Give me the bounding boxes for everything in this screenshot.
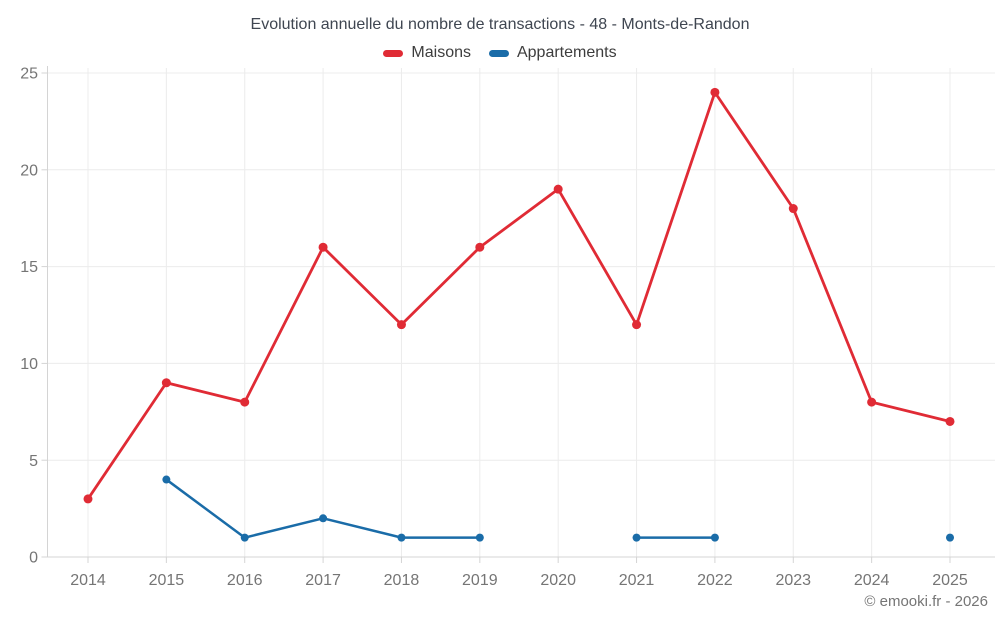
data-point-maisons-2018[interactable] [396,320,406,330]
y-tick-label: 25 [20,66,38,83]
x-tick-label: 2025 [932,572,968,589]
y-axis-labels: 0 5 10 15 20 25 [20,66,38,567]
x-axis-labels: 2014 2015 2016 2017 2018 2019 2020 2021 2022 2023… [70,572,968,589]
data-point-maisons-2015[interactable] [161,378,171,388]
data-point-appartements-2016[interactable] [240,533,249,542]
data-point-maisons-2025[interactable] [945,416,955,426]
series-maisons [83,87,955,504]
data-point-maisons-2022[interactable] [710,87,720,97]
y-tick-label: 0 [29,550,38,567]
series-appartements [162,475,954,542]
copyright-footer: © emooki.fr - 2026 [864,593,988,610]
data-point-appartements-2019[interactable] [475,533,484,542]
data-point-maisons-2020[interactable] [553,184,563,194]
legend-label-maisons: Maisons [411,44,471,61]
data-point-appartements-2021[interactable] [632,533,641,542]
gridlines [47,68,995,557]
data-point-appartements-2017[interactable] [319,514,328,523]
y-tick-label: 15 [20,259,38,276]
data-point-maisons-2023[interactable] [788,204,798,214]
data-point-maisons-2019[interactable] [475,242,485,252]
y-tick-label: 20 [20,162,38,179]
x-tick-label: 2018 [384,572,420,589]
legend-swatch-appartements [488,49,509,57]
data-point-maisons-2021[interactable] [632,320,642,330]
data-point-appartements-2018[interactable] [397,533,406,542]
data-point-maisons-2017[interactable] [318,242,328,252]
legend-item-appartements[interactable]: Appartements [488,44,617,62]
data-point-appartements-2022[interactable] [710,533,719,542]
x-tick-label: 2020 [540,572,576,589]
chart-legend: Maisons Appartements [0,44,1000,62]
x-tick-label: 2016 [227,572,263,589]
y-tick-label: 10 [20,356,38,373]
legend-swatch-maisons [383,49,404,57]
axes [41,66,995,563]
x-tick-label: 2022 [697,572,733,589]
series-line-maisons [86,90,952,501]
data-point-maisons-2016[interactable] [240,397,250,407]
data-point-maisons-2024[interactable] [867,397,877,407]
x-tick-label: 2024 [854,572,890,589]
legend-item-maisons[interactable]: Maisons [383,44,471,62]
x-tick-label: 2021 [619,572,655,589]
chart-title: Evolution annuelle du nombre de transact… [250,16,750,33]
legend-label-appartements: Appartements [516,44,617,61]
x-tick-label: 2017 [305,572,341,589]
x-tick-label: 2019 [462,572,498,589]
data-point-appartements-2015[interactable] [162,475,171,484]
data-point-maisons-2014[interactable] [83,494,93,504]
data-point-appartements-2025[interactable] [946,533,954,542]
x-tick-label: 2023 [775,572,811,589]
y-tick-label: 5 [29,453,38,470]
x-tick-label: 2014 [70,572,106,589]
x-tick-label: 2015 [149,572,185,589]
